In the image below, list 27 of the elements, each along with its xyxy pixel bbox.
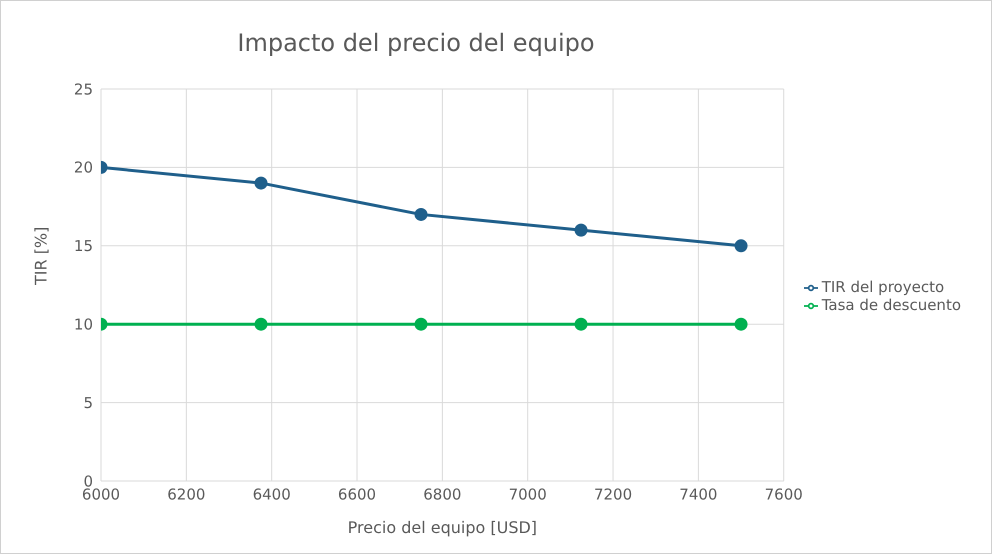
x-tick-label: 6000 bbox=[82, 486, 120, 504]
y-tick-label: 10 bbox=[74, 316, 93, 334]
x-tick-label: 7600 bbox=[764, 486, 803, 504]
point bbox=[734, 239, 748, 252]
point bbox=[254, 176, 268, 190]
x-tick-label: 6400 bbox=[252, 486, 291, 504]
point bbox=[254, 318, 268, 331]
x-tick-label: 7000 bbox=[508, 486, 547, 504]
legend-label: TIR del proyecto bbox=[822, 278, 944, 296]
legend-label: Tasa de descuento bbox=[822, 296, 961, 314]
y-tick-label: 5 bbox=[83, 394, 93, 412]
point bbox=[574, 224, 588, 237]
x-tick-label: 6200 bbox=[167, 486, 206, 504]
y-axis-title: TIR [%] bbox=[32, 226, 51, 286]
x-tick-label: 6800 bbox=[423, 486, 462, 504]
x-axis-title: Precio del equipo [USD] bbox=[348, 518, 538, 537]
x-tick-label: 6600 bbox=[338, 486, 376, 504]
point bbox=[414, 318, 428, 331]
x-tick-label: 7200 bbox=[594, 486, 632, 504]
y-tick-label: 25 bbox=[74, 80, 93, 98]
y-tick-label: 15 bbox=[74, 237, 93, 256]
y-tick-label: 20 bbox=[74, 158, 93, 177]
point bbox=[574, 318, 588, 331]
chart-title: Impacto del precio del equipo bbox=[236, 29, 596, 57]
x-tick-label: 7400 bbox=[679, 486, 718, 504]
point bbox=[734, 318, 748, 331]
point bbox=[414, 208, 428, 221]
